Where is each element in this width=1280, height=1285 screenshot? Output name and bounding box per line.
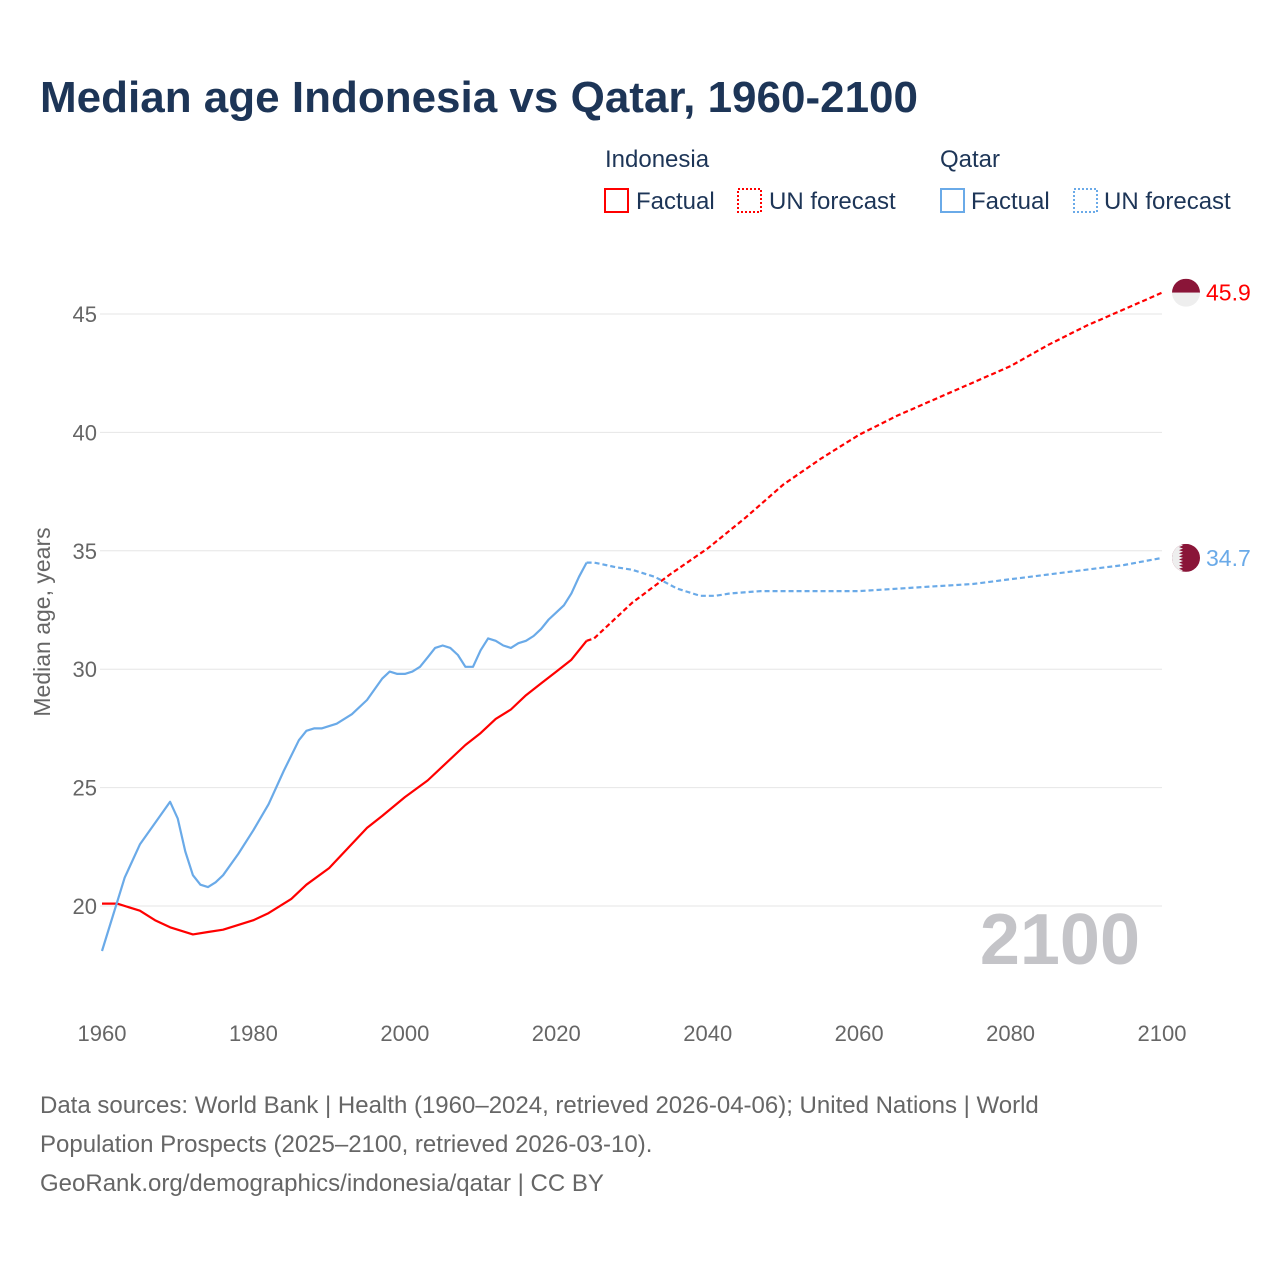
indonesia-end-value: 45.9	[1206, 280, 1251, 306]
source-line-2: Population Prospects (2025–2100, retriev…	[40, 1131, 652, 1158]
x-tick-label: 1960	[78, 1021, 127, 1046]
legend-group-qatar: Qatar	[940, 146, 1000, 173]
qatar-end-value: 34.7	[1206, 545, 1251, 571]
legend-group-indonesia: Indonesia	[605, 146, 710, 173]
legend-label-qatar-forecast: UN forecast	[1104, 188, 1231, 215]
y-tick-label: 35	[73, 539, 97, 564]
qatar-factual-line	[100, 562, 588, 952]
y-tick-label: 20	[73, 894, 97, 919]
y-tick-label: 40	[73, 420, 97, 445]
legend-swatch-qatar-forecast	[1073, 188, 1098, 213]
series-lines	[100, 291, 1163, 952]
qatar-flag-icon	[1172, 543, 1200, 572]
qatar-un-forecast-line	[586, 556, 1163, 597]
x-tick-label: 2000	[380, 1021, 429, 1046]
x-tick-label: 2040	[683, 1021, 732, 1046]
gridlines	[100, 313, 1162, 907]
year-watermark: 2100	[980, 900, 1140, 980]
legend: Indonesia Factual UN forecast Qatar Fact…	[604, 146, 1231, 215]
x-axis: 1960 1980 2000 2020 2040 2060 2080 2100	[78, 1021, 1187, 1046]
y-tick-label: 45	[73, 302, 97, 327]
x-tick-label: 2100	[1138, 1021, 1187, 1046]
chart-title: Median age Indonesia vs Qatar, 1960-2100	[40, 73, 918, 122]
y-tick-label: 30	[73, 657, 97, 682]
indonesia-factual-line	[102, 640, 588, 936]
legend-swatch-indonesia-factual	[604, 188, 629, 213]
legend-label-indonesia-factual: Factual	[636, 188, 715, 215]
legend-swatch-qatar-factual	[940, 188, 965, 213]
y-tick-label: 25	[73, 776, 97, 801]
y-axis: 20 25 30 35 40 45	[73, 302, 97, 919]
indonesia-flag-icon	[1172, 278, 1200, 307]
source-link[interactable]: GeoRank.org/demographics/indonesia/qatar…	[40, 1170, 604, 1197]
source-line-1: Data sources: World Bank | Health (1960–…	[40, 1092, 1039, 1119]
legend-label-qatar-factual: Factual	[971, 188, 1050, 215]
end-markers: 45.9 34.7	[1172, 278, 1251, 572]
x-tick-label: 1980	[229, 1021, 278, 1046]
y-axis-label: Median age, years	[29, 527, 55, 716]
legend-label-indonesia-forecast: UN forecast	[769, 188, 896, 215]
indonesia-un-forecast-line	[586, 291, 1163, 642]
x-tick-label: 2080	[986, 1021, 1035, 1046]
x-tick-label: 2020	[532, 1021, 581, 1046]
x-tick-label: 2060	[835, 1021, 884, 1046]
legend-swatch-indonesia-forecast	[737, 188, 762, 213]
